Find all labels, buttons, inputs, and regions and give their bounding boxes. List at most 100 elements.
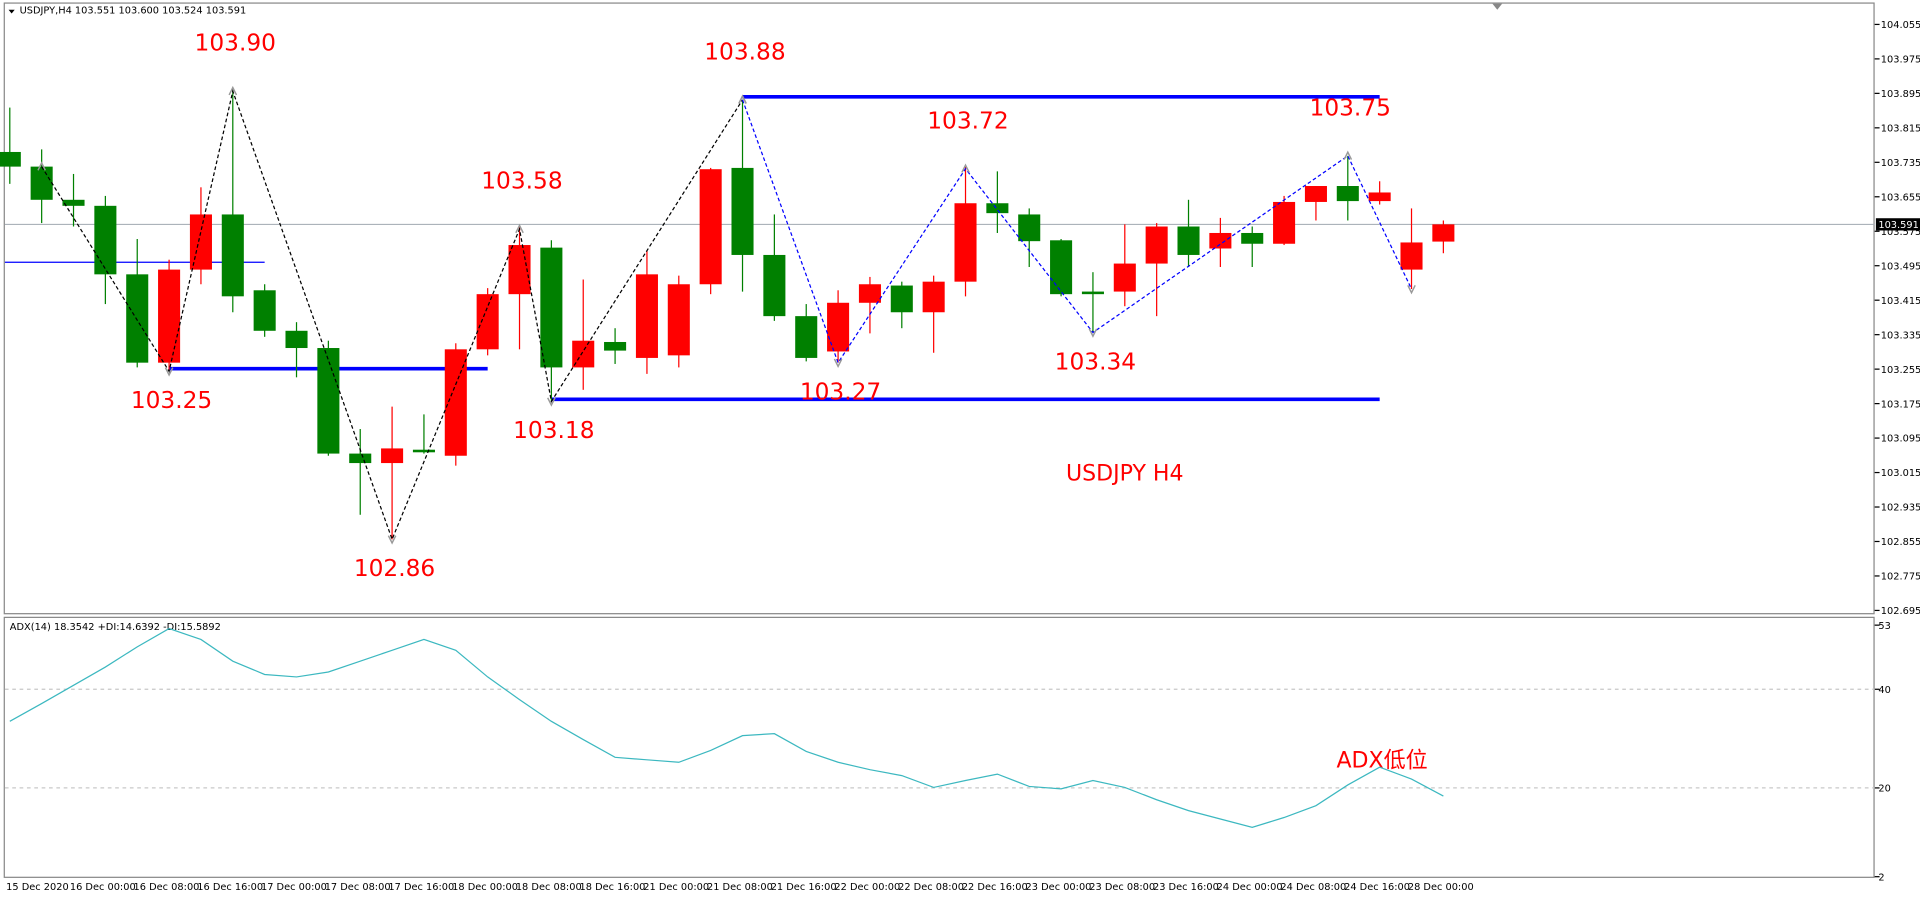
candle-body — [1241, 232, 1264, 244]
x-tick-label: 21 Dec 16:00 — [771, 882, 837, 893]
candle-body — [699, 169, 722, 285]
x-tick-label: 23 Dec 00:00 — [1026, 882, 1092, 893]
zigzag-label: 103.72 — [927, 107, 1008, 134]
x-tick-label: 16 Dec 16:00 — [197, 882, 263, 893]
zigzag-line — [741, 99, 1413, 365]
y-tick-label: 103.735 — [1881, 158, 1920, 169]
candle-body — [1368, 192, 1391, 202]
candle-body — [858, 284, 881, 303]
zigzag-arrow — [1407, 284, 1416, 295]
shift-marker — [1492, 3, 1503, 10]
zigzag-arrow — [547, 397, 556, 407]
candle-body — [1145, 226, 1168, 264]
candle-body — [1432, 224, 1455, 242]
x-tick-label: 18 Dec 00:00 — [452, 882, 518, 893]
candle-body — [667, 284, 690, 356]
candle-body — [412, 449, 435, 453]
x-tick-label: 23 Dec 16:00 — [1153, 882, 1219, 893]
chart-annotation: USDJPY H4 — [1066, 462, 1183, 487]
zigzag-arrow — [738, 94, 747, 104]
y-tick-label: 103.655 — [1881, 192, 1920, 203]
candle-body — [221, 214, 244, 297]
y-tick-label: 103.495 — [1881, 261, 1920, 272]
zigzag-label: 103.27 — [800, 378, 881, 405]
zigzag-label: 103.34 — [1055, 348, 1136, 375]
main-panel-frame — [3, 2, 1875, 615]
zigzag-arrow — [37, 161, 46, 171]
candle-body — [954, 203, 977, 282]
y-tick-label: 103.335 — [1881, 330, 1920, 341]
x-tick-label: 23 Dec 08:00 — [1089, 882, 1155, 893]
candle-body — [986, 203, 1009, 214]
y-tick-label: 40 — [1878, 685, 1890, 696]
candle-body — [189, 214, 212, 270]
x-tick-label: 24 Dec 16:00 — [1344, 882, 1410, 893]
y-tick-label: 103.095 — [1881, 434, 1920, 445]
x-tick-label: 22 Dec 16:00 — [962, 882, 1028, 893]
x-tick-label: 17 Dec 16:00 — [388, 882, 454, 893]
x-tick-label: 22 Dec 08:00 — [898, 882, 964, 893]
candle-body — [349, 453, 372, 464]
candle-body — [126, 274, 149, 363]
y-tick-label: 102.855 — [1881, 537, 1920, 548]
candle-body — [795, 316, 818, 358]
zigzag-label: 103.18 — [513, 417, 594, 444]
adx-panel-frame — [3, 616, 1875, 878]
candle-body — [635, 274, 658, 358]
candle-body — [1081, 291, 1104, 295]
candle-body — [604, 341, 627, 351]
zigzag-arrow — [1343, 150, 1353, 160]
x-tick-label: 24 Dec 00:00 — [1217, 882, 1283, 893]
zigzag-arrow — [833, 358, 843, 368]
symbol-header: USDJPY,H4 103.551 103.600 103.524 103.59… — [20, 5, 247, 16]
candle-body — [1209, 232, 1232, 249]
candle-body — [922, 281, 945, 313]
x-tick-label: 28 Dec 00:00 — [1408, 882, 1474, 893]
x-tick-label: 18 Dec 16:00 — [580, 882, 646, 893]
candle-body — [381, 448, 404, 464]
zigzag-arrow — [1088, 328, 1098, 338]
candle-body — [1050, 240, 1073, 295]
zigzag-arrow — [228, 85, 238, 96]
zigzag-arrow — [961, 163, 970, 173]
y-tick-label: 102.695 — [1881, 606, 1920, 617]
y-tick-label: 103.815 — [1881, 124, 1920, 135]
x-tick-label: 21 Dec 00:00 — [643, 882, 709, 893]
adx-header: ADX(14) 18.3542 +DI:14.6392 -DI:15.5892 — [10, 622, 221, 633]
candle-body — [890, 285, 913, 313]
candle-body — [285, 330, 308, 349]
y-tick-label: 104.055 — [1881, 20, 1920, 31]
x-tick-label: 24 Dec 08:00 — [1280, 882, 1346, 893]
zigzag-label: 103.90 — [195, 30, 276, 57]
candle-body — [540, 247, 563, 368]
candle-body — [317, 348, 340, 454]
x-tick-label: 16 Dec 08:00 — [134, 882, 200, 893]
y-tick-label: 103.975 — [1881, 55, 1920, 66]
x-tick-label: 16 Dec 00:00 — [70, 882, 136, 893]
y-tick-label: 103.175 — [1881, 399, 1920, 410]
x-tick-label: 22 Dec 00:00 — [834, 882, 900, 893]
x-tick-label: 21 Dec 08:00 — [707, 882, 773, 893]
adx-line — [9, 627, 1444, 829]
x-tick-label: 17 Dec 00:00 — [261, 882, 327, 893]
menu-marker — [8, 9, 15, 14]
y-tick-label: 53 — [1878, 621, 1890, 632]
candle-body — [0, 151, 21, 167]
candle-body — [158, 269, 181, 363]
x-tick-label: 18 Dec 08:00 — [516, 882, 582, 893]
candle-body — [1304, 186, 1327, 202]
y-tick-label: 103.575 — [1881, 227, 1920, 238]
candle-body — [62, 199, 85, 206]
zigzag-label: 102.86 — [354, 555, 435, 582]
candle-body — [1177, 226, 1200, 255]
zigzag-line — [41, 89, 744, 542]
y-tick-label: 102.775 — [1881, 572, 1920, 583]
candle-body — [1273, 201, 1296, 244]
y-tick-label: 2 — [1878, 872, 1884, 883]
y-tick-label: 102.935 — [1881, 503, 1920, 514]
x-tick-label: 15 Dec 2020 — [6, 882, 69, 893]
zigzag-arrow — [515, 223, 524, 234]
candle-body — [444, 349, 467, 456]
